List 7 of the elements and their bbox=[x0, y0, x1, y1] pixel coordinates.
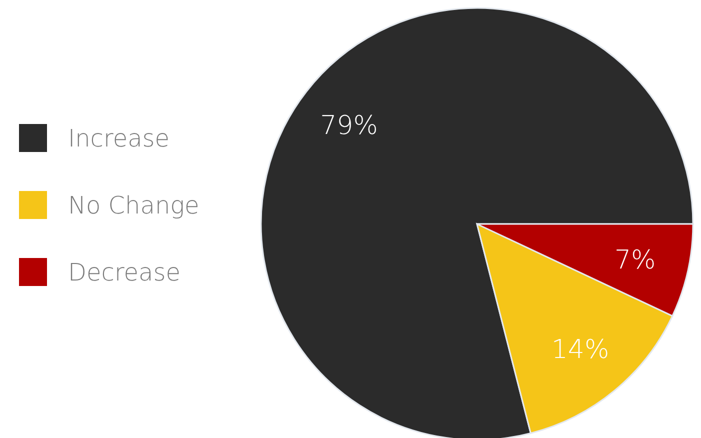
legend-label: No Change bbox=[68, 191, 200, 220]
data-label: 14% bbox=[551, 334, 610, 365]
pie-slice bbox=[260, 7, 694, 438]
data-label: 79% bbox=[320, 110, 378, 141]
legend-label: Increase bbox=[68, 124, 170, 152]
data-label: 7% bbox=[614, 245, 656, 276]
legend-label: Decrease bbox=[68, 258, 181, 286]
